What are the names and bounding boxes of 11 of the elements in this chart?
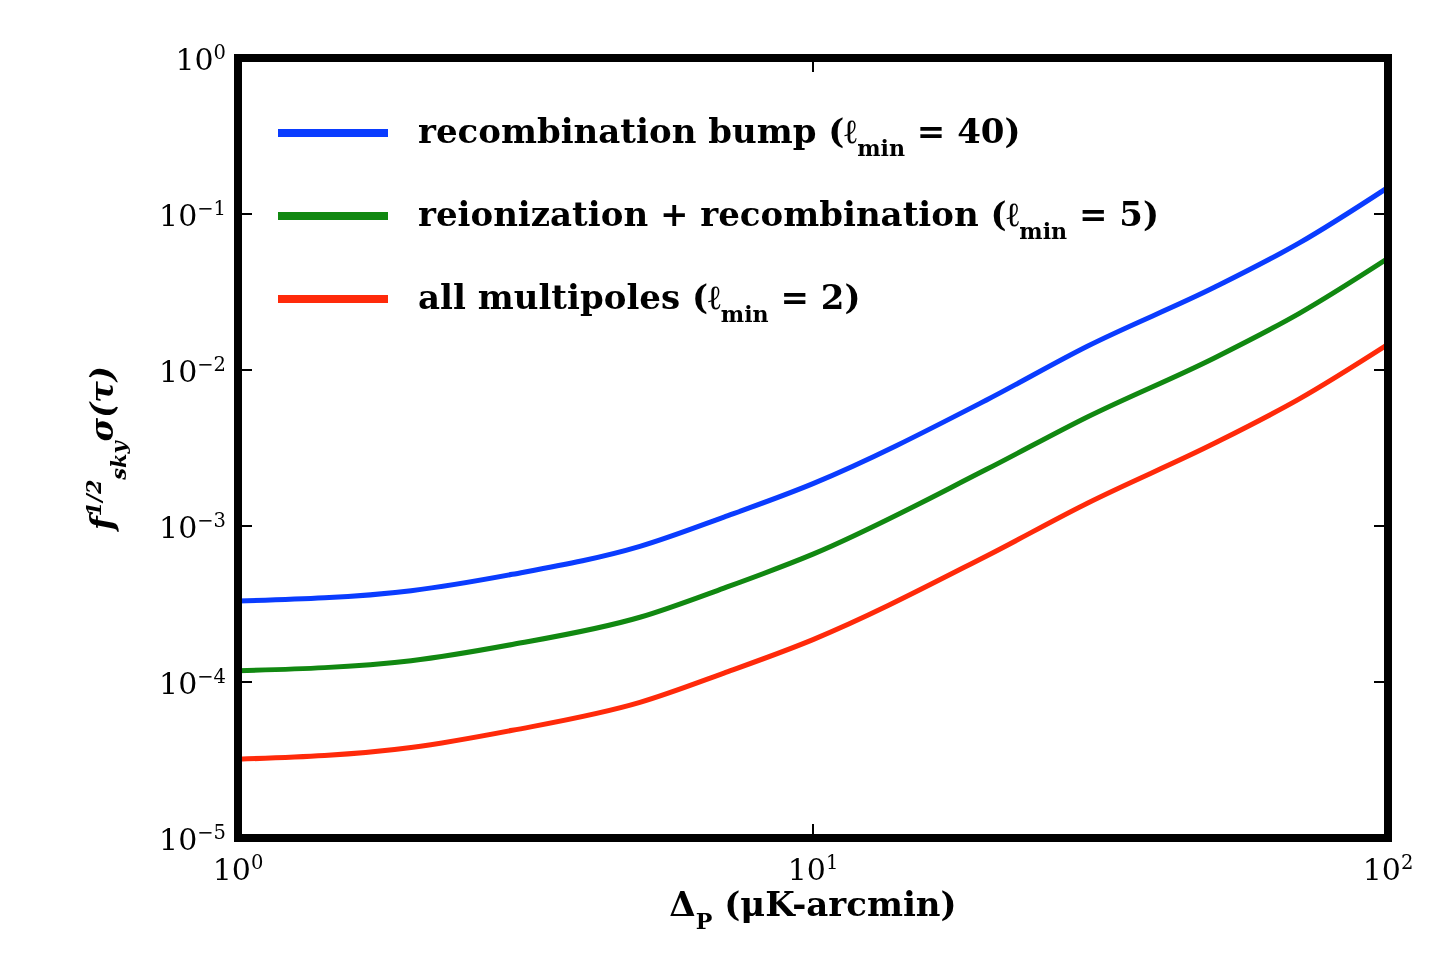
x-axis-title: Δ$_{P}$ (μK-arcmin) [669, 884, 957, 934]
x-tick-label: 10$^{1}$ [787, 850, 839, 887]
legend-label: recombination bump (ℓ$_{min}$ = 40) [418, 111, 1021, 161]
y-tick-label: 10$^{0}$ [175, 40, 226, 77]
y-tick-label: 10$^{−4}$ [159, 664, 226, 701]
legend-label: reionization + recombination (ℓ$_{min}$ = 5) [418, 194, 1160, 244]
y-tick-label: 10$^{−2}$ [159, 352, 226, 389]
legend-label: all multipoles (ℓ$_{min}$ = 2) [418, 277, 861, 327]
x-tick-label: 10$^{2}$ [1362, 850, 1414, 887]
y-tick-label: 10$^{−1}$ [159, 196, 226, 233]
y-tick-label: 10$^{−3}$ [159, 508, 226, 545]
